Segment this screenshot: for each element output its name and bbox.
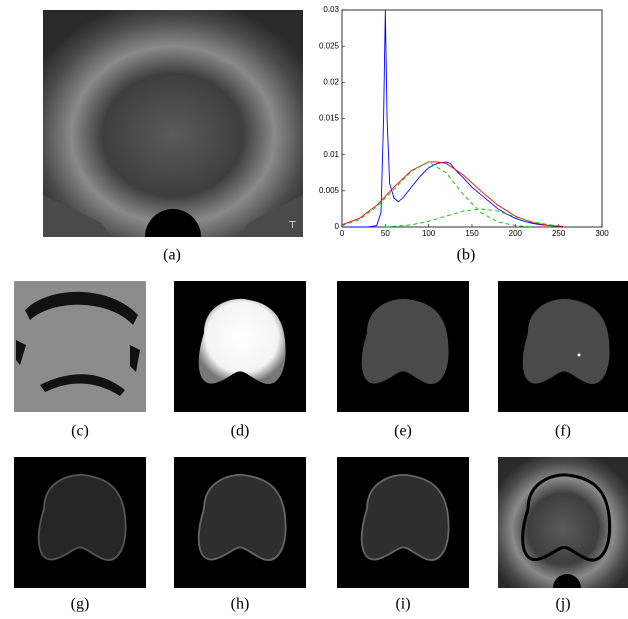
series-line [385, 208, 564, 228]
caption: (i) [395, 596, 410, 613]
series-line [342, 9, 564, 228]
x-tick-label: 150 [465, 229, 479, 238]
image-g [14, 457, 146, 588]
x-tick-label: 250 [552, 229, 566, 238]
y-tick-label: 0 [335, 222, 340, 231]
caption: (h) [231, 596, 250, 613]
caption: (f) [555, 423, 571, 440]
y-tick-label: 0.02 [323, 77, 339, 86]
caption: (b) [457, 247, 476, 264]
caption: (a) [163, 247, 181, 264]
series-line [341, 161, 533, 228]
series-line [341, 161, 564, 227]
x-tick-label: 300 [595, 229, 609, 238]
caption: (d) [231, 423, 250, 440]
x-tick-label: 200 [509, 229, 523, 238]
image-f [498, 281, 628, 412]
x-tick-label: 100 [422, 229, 436, 238]
y-tick-label: 0.01 [323, 150, 339, 159]
caption: (j) [555, 596, 570, 613]
image-e [337, 281, 469, 412]
x-tick-label: 0 [340, 229, 345, 238]
y-tick-label: 0.015 [319, 114, 340, 123]
caption: (e) [394, 423, 412, 440]
y-tick-label: 0.005 [319, 186, 340, 195]
image-d [174, 281, 306, 412]
image-i [337, 457, 469, 588]
y-tick-label: 0.025 [319, 41, 340, 50]
caption: (g) [71, 596, 90, 613]
x-tick-label: 50 [381, 229, 390, 238]
marker: ⊤ [288, 220, 297, 231]
image-h [174, 457, 306, 588]
plot-frame [341, 9, 603, 228]
image-j [498, 457, 628, 588]
y-tick-label: 0.03 [323, 5, 339, 14]
caption: (c) [71, 423, 89, 440]
image-a: ⊤ [43, 10, 303, 237]
image-c [14, 281, 146, 412]
